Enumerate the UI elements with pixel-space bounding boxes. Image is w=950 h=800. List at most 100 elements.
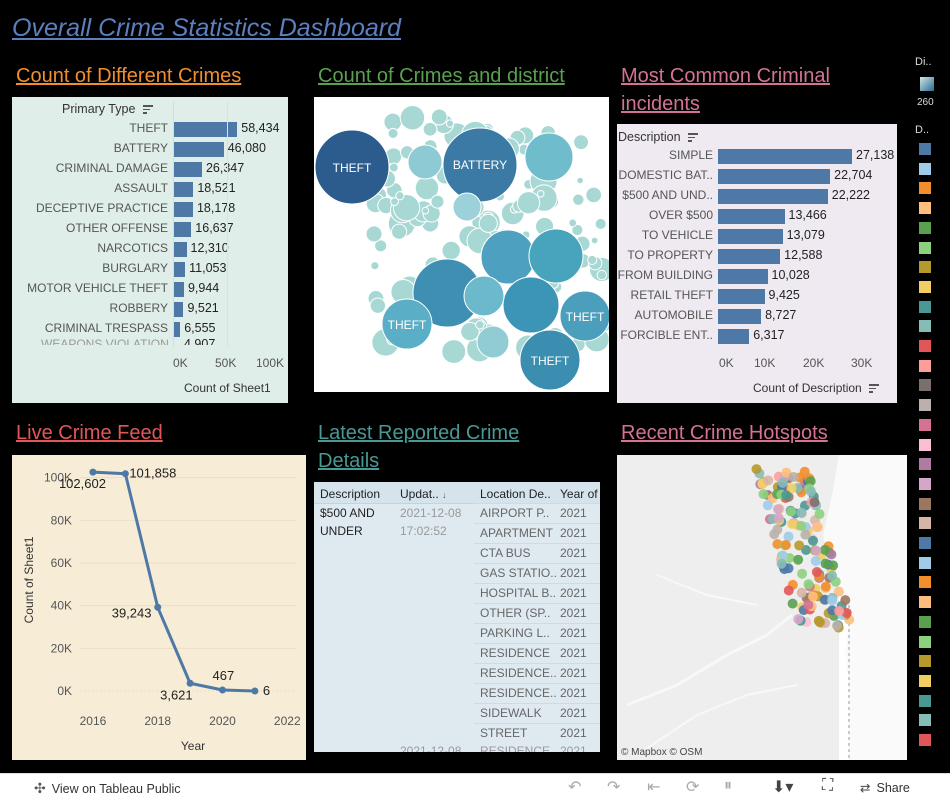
table-row[interactable]	[474, 643, 600, 663]
bar[interactable]	[718, 269, 768, 284]
col-description[interactable]: Description	[320, 487, 381, 501]
legend-swatch[interactable]	[919, 477, 931, 490]
legend-swatch[interactable]	[919, 320, 931, 333]
bar[interactable]	[718, 329, 750, 344]
table-row[interactable]	[474, 523, 600, 543]
legend-swatch[interactable]	[919, 261, 931, 274]
table-row[interactable]	[474, 623, 600, 643]
redo-icon[interactable]: ↷	[607, 779, 621, 796]
legend-swatch[interactable]	[919, 359, 931, 372]
legend-swatch[interactable]	[919, 517, 931, 530]
download-icon[interactable]: ⬇▾	[772, 779, 794, 796]
legend-swatch[interactable]	[919, 556, 931, 569]
revert-icon[interactable]: ⇤	[647, 779, 661, 796]
legend-swatch[interactable]	[919, 714, 931, 727]
bar[interactable]	[718, 229, 783, 244]
bar[interactable]	[173, 222, 192, 237]
latest-table-panel[interactable]: Description Updat.. ↓ Location De.. Year…	[314, 482, 600, 752]
bar[interactable]	[173, 182, 194, 197]
location-cell: GAS STATIO..	[480, 566, 557, 580]
crimes-chart-panel[interactable]: Primary Type THEFT 58,434 BATTERY 46,080 CRI…	[12, 97, 288, 403]
table-row[interactable]	[474, 723, 600, 743]
bar[interactable]	[718, 169, 831, 184]
incidents-header[interactable]: Description	[618, 130, 699, 144]
legend-swatch[interactable]	[919, 635, 931, 648]
bar-value-label: 6,555	[184, 321, 216, 335]
bar[interactable]	[718, 209, 785, 224]
bar[interactable]	[173, 322, 181, 337]
table-row[interactable]	[474, 503, 600, 523]
bar[interactable]	[718, 309, 762, 324]
bar[interactable]	[173, 282, 184, 297]
legend-swatch[interactable]	[919, 497, 931, 510]
legend-swatch[interactable]	[919, 340, 931, 352]
bar[interactable]	[718, 249, 781, 264]
view-on-tableau-link[interactable]: ✣ View on Tableau Public	[34, 780, 181, 797]
legend-swatch[interactable]	[919, 241, 931, 254]
table-row[interactable]	[474, 583, 600, 603]
table-row[interactable]	[474, 663, 600, 683]
bar[interactable]	[173, 262, 186, 277]
legend-swatch[interactable]	[919, 182, 931, 195]
legend-swatch[interactable]	[919, 143, 931, 155]
bar[interactable]	[718, 149, 853, 164]
incidents-chart-panel[interactable]: Description SIMPLE 27,138 DOMESTIC BAT.. 22…	[617, 124, 897, 403]
crime-map[interactable]	[617, 455, 907, 760]
legend-swatch[interactable]	[919, 734, 931, 746]
bar[interactable]	[173, 162, 202, 177]
table-row[interactable]	[474, 563, 600, 583]
hotspots-map-panel[interactable]: © Mapbox © OSM	[617, 455, 907, 760]
table-row[interactable]	[474, 603, 600, 623]
legend-swatch[interactable]	[919, 379, 931, 392]
legend-swatch[interactable]	[919, 221, 931, 234]
bar[interactable]	[173, 142, 224, 157]
crimes-header[interactable]: Primary Type	[62, 102, 153, 116]
pause-icon[interactable]: ⏸	[724, 777, 733, 794]
legend-swatch[interactable]	[919, 202, 931, 215]
legend-swatch[interactable]	[919, 280, 931, 293]
legend-swatch[interactable]	[919, 615, 931, 628]
col-year[interactable]: Year of	[560, 487, 598, 501]
bar[interactable]	[718, 289, 765, 304]
legend-swatch[interactable]	[919, 162, 931, 175]
sort-icon[interactable]	[869, 384, 880, 393]
sort-az-icon[interactable]: ↓	[442, 490, 447, 500]
sort-icon[interactable]	[142, 105, 153, 114]
fullscreen-icon[interactable]: ⛶	[822, 777, 834, 794]
share-button[interactable]: ⇄ Share	[860, 780, 910, 796]
legend-swatch[interactable]	[919, 694, 931, 707]
bar[interactable]	[173, 202, 193, 217]
legend-swatch[interactable]	[919, 655, 931, 668]
district-bubble-panel[interactable]: THEFT BATTERY THEFT THEFT THEFT	[314, 97, 609, 392]
bar[interactable]	[173, 242, 187, 257]
bubble	[594, 217, 607, 231]
legend-swatch[interactable]	[919, 458, 931, 471]
legend-swatch[interactable]	[919, 596, 931, 609]
table-row[interactable]	[474, 543, 600, 563]
table-row[interactable]	[474, 683, 600, 703]
legend-swatch[interactable]	[919, 418, 931, 431]
line-chart[interactable]: 100K 80K 60K 40K 20K 0K 2016 2018 2020 2022 Count …	[12, 455, 306, 760]
undo-icon[interactable]: ↶	[568, 779, 582, 796]
bubble-chart[interactable]: THEFT BATTERY THEFT THEFT THEFT	[314, 97, 609, 392]
map-dot	[803, 599, 814, 610]
legend-swatch[interactable]	[919, 576, 931, 589]
legend-swatch[interactable]	[919, 438, 931, 451]
bar[interactable]	[718, 189, 828, 204]
bubble	[441, 339, 467, 365]
col-updated[interactable]: Updat.. ↓	[400, 487, 447, 501]
legend-swatch[interactable]	[919, 300, 931, 313]
legend-swatch[interactable]	[919, 537, 931, 549]
bar[interactable]	[173, 122, 238, 137]
bar-value-label: 18,178	[196, 201, 236, 215]
sort-icon[interactable]	[688, 133, 699, 142]
map-attribution[interactable]: © Mapbox © OSM	[621, 747, 703, 758]
legend-swatch[interactable]	[919, 399, 931, 412]
legend-strip: Di.. 260 D..	[912, 0, 950, 773]
feed-chart-panel[interactable]: 100K 80K 60K 40K 20K 0K 2016 2018 2020 2022 Count …	[12, 455, 306, 760]
col-location[interactable]: Location De..	[480, 487, 551, 501]
refresh-icon[interactable]: ⟳	[686, 779, 700, 796]
table-row[interactable]	[474, 703, 600, 723]
legend-swatch[interactable]	[919, 674, 931, 687]
bar[interactable]	[173, 302, 184, 317]
